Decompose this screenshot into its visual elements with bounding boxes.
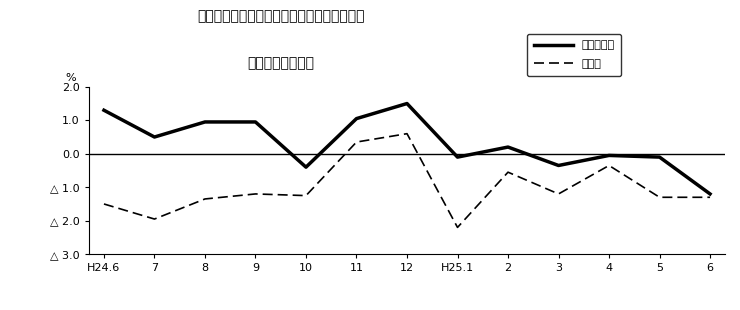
Text: 第３図　常用雇用指数　対前年同月比の推移: 第３図 常用雇用指数 対前年同月比の推移 bbox=[198, 9, 365, 23]
Text: （規模５人以上）: （規模５人以上） bbox=[248, 56, 314, 70]
Text: %: % bbox=[65, 73, 76, 83]
Legend: 調査産業計, 製造業: 調査産業計, 製造業 bbox=[527, 34, 622, 76]
